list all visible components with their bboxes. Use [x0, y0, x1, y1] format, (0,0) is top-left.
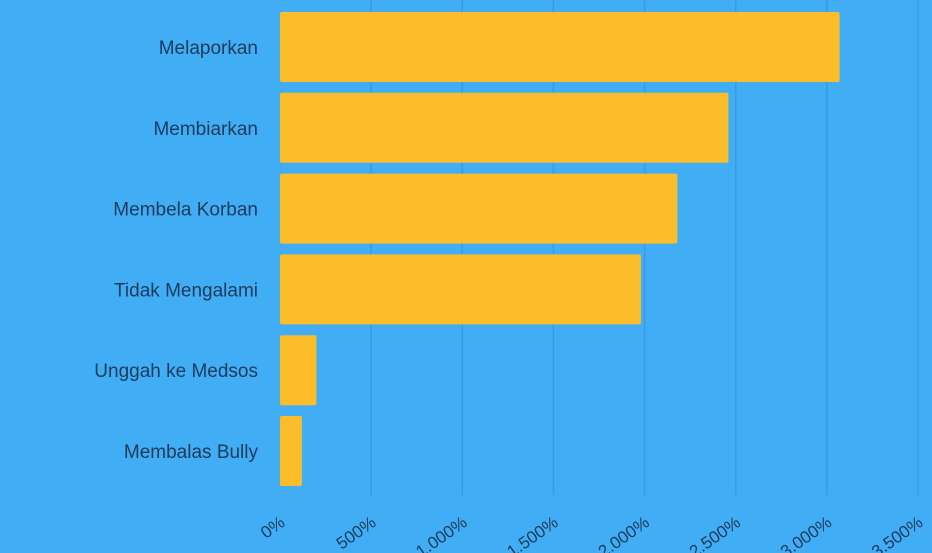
- x-tick-label: 500%: [333, 513, 380, 553]
- x-tick-label: 1.500%: [504, 513, 562, 553]
- bar-unggah-ke-medsos: [280, 335, 317, 406]
- category-label: Membalas Bully: [124, 442, 259, 463]
- x-axis-tick-labels: 0% 500% 1.000% 1.500% 2.000% 2.500% 3.000% 3.50…: [257, 513, 926, 553]
- category-label: Membiarkan: [153, 119, 258, 140]
- category-label: Melaporkan: [159, 38, 258, 59]
- x-tick-label: 0%: [257, 513, 288, 543]
- bar-melaporkan: [280, 12, 840, 82]
- bar-tidak-mengalami: [280, 254, 641, 325]
- bars: [280, 12, 840, 486]
- category-label: Tidak Mengalami: [114, 280, 258, 301]
- x-tick-label: 2.000%: [595, 513, 653, 553]
- category-label: Membela Korban: [113, 200, 258, 221]
- category-labels: Melaporkan Membiarkan Membela Korban Tidak …: [94, 38, 258, 463]
- x-tick-label: 1.000%: [412, 513, 470, 553]
- grid-lines: [370, 0, 919, 495]
- x-tick-label: 3.500%: [868, 513, 926, 553]
- bar-membiarkan: [280, 92, 729, 163]
- category-label: Unggah ke Medsos: [94, 361, 258, 382]
- bar-membela-korban: [280, 173, 678, 244]
- x-tick-label: 3.000%: [777, 513, 835, 553]
- bar-membalas-bully: [280, 416, 302, 486]
- x-tick-label: 2.500%: [686, 513, 744, 553]
